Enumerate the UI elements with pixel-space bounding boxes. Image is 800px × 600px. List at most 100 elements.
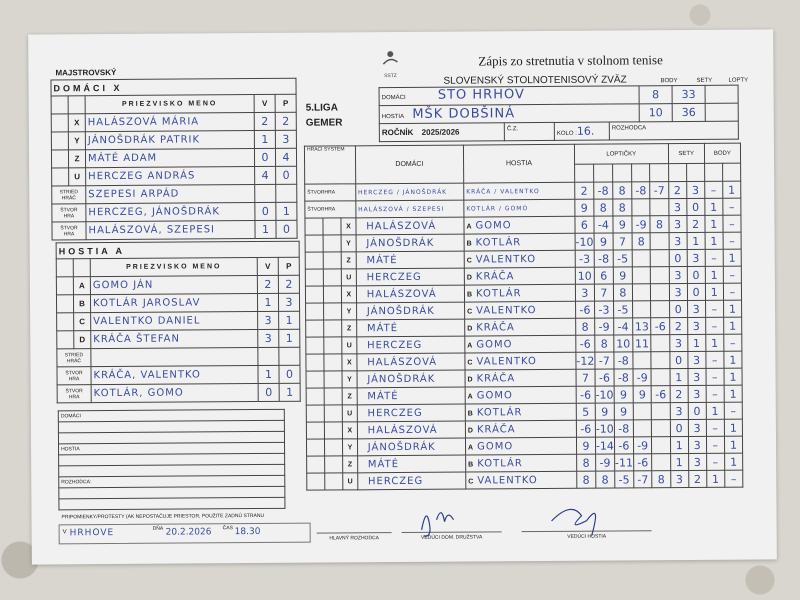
player-wins [254,184,276,203]
match-header-table: DOMÁCI STO HRHOV 8 33 HOSTIA MŠK DOBŠINÁ… [379,85,739,143]
sets-won: 1 [669,368,688,386]
sets-won: 3 [688,453,707,471]
away-cell: B KOTLÁR [464,284,576,303]
away-player-code: B [467,410,473,418]
player-code: Y [68,131,86,150]
place-date-box: V HRHOVE DŇA 20.2.2026 ČAS 18.30 [58,522,311,545]
set-score: -9 [633,436,652,454]
points-col-header: BODY [704,143,741,164]
logo-text: SSTZ [384,73,397,80]
set-score [650,300,670,318]
set-score: -8 [593,182,613,200]
set-score: 8 [631,232,651,250]
set-score [632,300,652,318]
match-point: 1 [723,300,742,318]
set-score: -7 [650,181,669,199]
sets-won: 0 [687,402,707,420]
match-point: 1 [704,215,723,233]
match-point: 1 [724,436,743,454]
blank-cell [323,285,342,304]
set-score: 8 [593,199,613,217]
away-player-code: C [468,478,474,486]
sets-won: 2 [669,317,688,335]
blank-cell [323,302,342,321]
match-point: 1 [724,419,743,437]
home-sety: 33 [672,85,706,104]
home-body: 8 [639,85,673,104]
roster-row: ŠTVOR HRA HERCZEG, JÁNOŠDRÁK 0 1 [51,202,297,222]
player-name: MÁTÉ ADAM [85,148,255,168]
player-wins: 1 [257,365,280,384]
set-score: 5 [576,403,596,421]
sets-won: 2 [669,385,688,403]
set-score: -6 [575,301,595,319]
blank-cell [306,439,325,457]
player-losses: 1 [278,329,300,348]
set-score [633,419,652,437]
set-score [650,249,669,267]
date-label: DŇA [152,525,164,532]
p-col-header: P [275,94,297,113]
blank-cell [305,320,324,338]
blank-cell [324,370,343,389]
set-score [650,266,670,284]
blank-cell [51,95,69,114]
rocnik-label: ROČNÍK [381,127,414,138]
set-score [651,402,670,420]
home-player-code: X [341,285,357,303]
system-col-header: HRACÍ SYSTÉM [304,145,356,185]
blank-cell [324,404,343,423]
away-cell: A GOMO [465,437,577,456]
away-player-code: D [466,274,472,282]
set-score: -6 [575,335,595,353]
match-point: – [723,283,742,301]
match-point: – [705,300,724,318]
away-player-code: D [467,427,473,435]
match-type: ŠTVORHRA [304,183,356,202]
match-point: 1 [704,198,723,216]
away-player: GOMO [476,389,513,401]
match-point: 1 [705,283,724,301]
home-player: HALÁSZOVÁ [355,217,465,235]
balls-col-header: LOPTIČKY [574,143,669,165]
protests-label: PRIPOMIENKY/PROTESTY (AK NEPOSTAČUJE PRI… [61,512,265,521]
match-point: – [704,249,724,267]
name-col-header: PRIEZVISKO MENO [90,257,258,277]
home-player: MÁTÉ [356,319,465,337]
away-cell: B KOTLÁR [465,403,577,422]
kolo-value: 16. [576,124,595,138]
set-score: 8 [594,335,614,353]
sstz-logo: SSTZ [380,50,400,79]
set-score: -6 [651,317,670,335]
away-player-code: C [467,359,473,367]
set-score [651,351,670,369]
blank-cell [322,217,342,236]
set-score: 10 [575,267,595,285]
blank-cell [305,354,325,372]
set-score: 8 [576,471,596,489]
set-score: -3 [594,301,614,319]
set-score: -14 [595,437,615,455]
set-score: 3 [575,284,595,302]
sets-won: 3 [670,470,689,488]
score-sheet: MAJSTROVSKÝ DOMÁCI X PRIEZVISKO MENO V P X HA… [28,29,777,565]
match-point: – [705,368,724,386]
player-code: D [73,330,91,349]
set-score: 8 [575,318,595,336]
home-player: HERCZEG [356,268,465,286]
match-point: – [723,334,742,352]
home-player: JÁNOŠDRÁK [357,438,466,456]
document-title: Zápis zo stretnutia v stolnom tenise [478,52,663,69]
blank-cell [56,312,74,331]
away-player: KOTLÁR [476,406,523,418]
sets-won: 2 [686,215,705,233]
sets-won: 3 [687,351,706,369]
player-name: HERCZEG, JÁNOŠDRÁK [85,202,255,222]
sets-won: 3 [668,266,688,284]
home-player-code: Y [341,234,356,252]
match-point: – [705,385,725,403]
set-score: 10 [613,334,633,353]
set-score: -9 [595,454,615,472]
blank-cell [305,269,324,287]
home-label: DOMÁCI [381,94,406,102]
